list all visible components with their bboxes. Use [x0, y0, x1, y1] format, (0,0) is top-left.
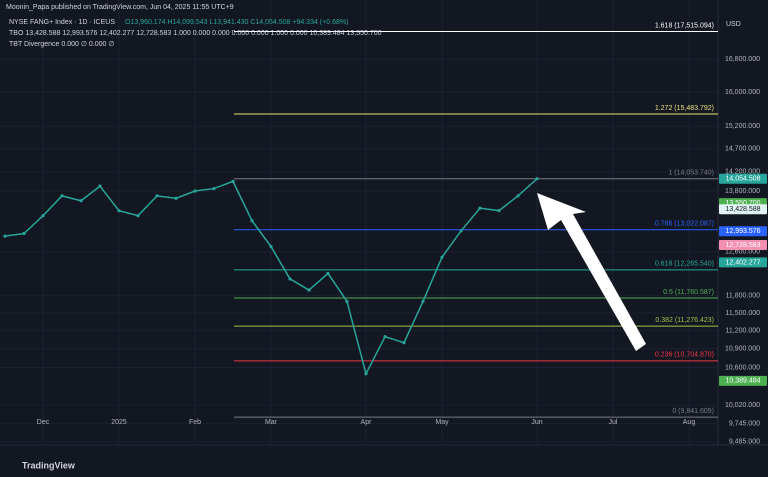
price-point — [60, 194, 64, 198]
currency: USD — [726, 21, 741, 28]
price-badge — [719, 240, 767, 251]
price-point — [326, 271, 330, 276]
fib-label: 1.618 (17,515.094) — [655, 22, 714, 29]
y-tick-label: 11,200.000 — [725, 327, 760, 334]
price-badge — [719, 375, 767, 386]
y-tick-label: 14,200.000 — [725, 169, 760, 176]
price-point — [79, 199, 83, 203]
price-point — [421, 299, 425, 304]
price-point — [231, 179, 235, 183]
annotation-arrow — [537, 193, 646, 351]
y-tick-label: 9,745.000 — [729, 421, 760, 428]
ohlc: O13,960.174 H14,099.543 L13,941.430 C14,… — [125, 19, 348, 26]
x-tick-label: 2025 — [111, 419, 127, 426]
price-point — [250, 219, 254, 223]
price-point — [41, 214, 45, 218]
x-tick-label: Aug — [683, 419, 696, 426]
price-badge — [719, 257, 767, 268]
price-point — [497, 209, 501, 213]
price-point — [345, 299, 349, 304]
price-badge-label: 14,054.508 — [725, 176, 760, 183]
x-tick-label: Apr — [361, 419, 373, 426]
price-point — [440, 255, 444, 259]
price-point — [98, 184, 102, 188]
fib-label: 0.236 (10,704.870) — [655, 352, 714, 359]
fib-label: 1.272 (15,483.792) — [655, 105, 714, 112]
publisher: Moonin_Papa published on TradingView.com… — [6, 4, 234, 11]
price-point — [307, 288, 311, 292]
price-point — [364, 372, 368, 376]
brand: TradingView — [22, 460, 76, 470]
indicator: TBT Divergence 0.000 ∅ 0.000 ∅ — [9, 41, 114, 48]
y-tick-label: 12,600.000 — [725, 249, 760, 256]
price-badge-label: 13,428.588 — [725, 206, 760, 213]
price-point — [516, 194, 520, 198]
y-tick-label: 11,800.000 — [725, 293, 760, 300]
price-badge — [719, 173, 767, 184]
y-tick-label: 14,700.000 — [725, 146, 760, 153]
y-tick-label: 10,900.000 — [725, 346, 760, 353]
price-badge-label: 12,402.277 — [725, 259, 760, 266]
price-badge — [719, 204, 767, 215]
y-tick-label: 10,020.000 — [725, 402, 760, 409]
x-tick-label: Dec — [37, 419, 50, 426]
price-point — [402, 341, 406, 345]
price-point — [212, 186, 216, 191]
y-tick-label: 9,485.000 — [729, 439, 760, 446]
x-tick-label: Jun — [531, 419, 542, 426]
price-badge-label: 13,550.700 — [725, 200, 760, 207]
fib-label: 0.5 (11,760.587) — [663, 289, 714, 296]
y-tick-label: 16,000.000 — [725, 89, 760, 96]
y-tick-label: 13,800.000 — [725, 188, 760, 195]
x-tick-label: May — [435, 419, 449, 426]
price-point — [117, 209, 121, 213]
fib-label: 0.786 (13,022.087) — [655, 221, 714, 228]
price-badge — [719, 226, 767, 237]
chart-title: NYSE FANG+ Index · 1D · ICEUS — [9, 19, 115, 26]
y-tick-label: 10,600.000 — [725, 364, 760, 371]
price-point — [459, 229, 463, 233]
x-tick-label: Mar — [265, 419, 278, 426]
price-point — [3, 234, 7, 238]
y-tick-label: 15,200.000 — [725, 123, 760, 130]
fib-label: 0.618 (12,265.540) — [655, 261, 714, 268]
price-point — [288, 277, 292, 281]
price-point — [193, 189, 197, 193]
fib-label: 0.382 (11,276.423) — [655, 317, 714, 324]
price-point — [174, 196, 178, 200]
x-tick-label: Feb — [189, 419, 201, 426]
price-point — [136, 214, 140, 218]
fib-label: 0 (9,841.609) — [672, 408, 714, 415]
price-badge-label: 10,389.484 — [725, 378, 760, 385]
fib-label: 1 (14,053.740) — [668, 170, 714, 177]
price-badge-label: 12,728.583 — [725, 242, 760, 249]
price-point — [535, 177, 539, 181]
indicator: TBO 13,428.588 12,993.576 12,402.277 12,… — [9, 30, 382, 37]
y-tick-label: 11,500.000 — [725, 310, 760, 317]
price-badge-label: 12,993.576 — [725, 228, 760, 235]
price-point — [269, 244, 273, 249]
price-point — [383, 335, 387, 339]
plot: Dec 2025 Feb Mar Apr May Jun Jul Aug 1.618 (17,51… — [0, 0, 718, 445]
y-tick-label: 16,800.000 — [725, 56, 760, 63]
price-point — [22, 231, 26, 236]
price-point — [478, 206, 482, 210]
price-point — [155, 194, 159, 198]
x-tick-label: Jul — [609, 419, 618, 426]
